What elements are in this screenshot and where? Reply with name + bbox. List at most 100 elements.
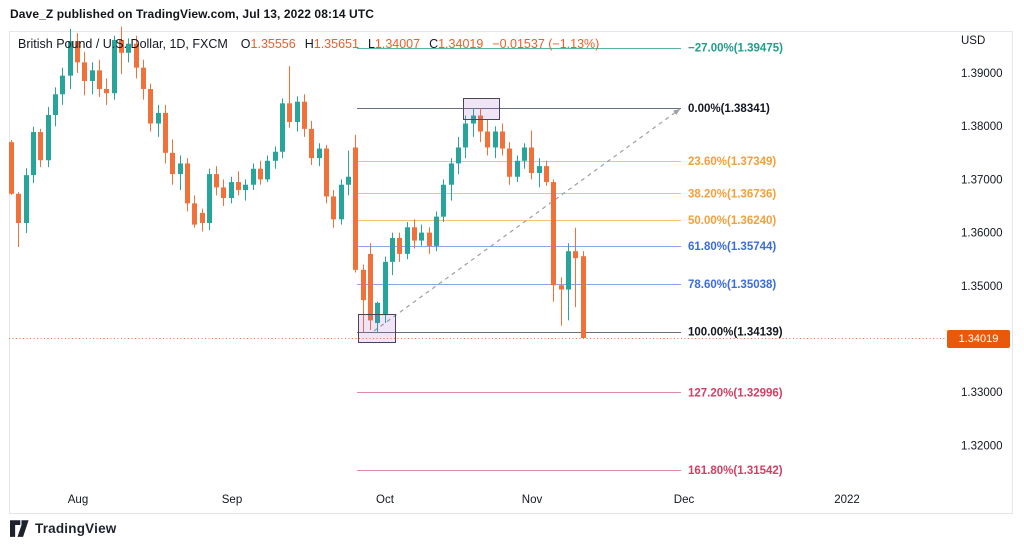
candle-body <box>200 212 205 224</box>
candle-body <box>383 261 388 316</box>
candle-body <box>178 163 183 175</box>
fib-label-23.60: 23.60%(1.37349) <box>688 156 776 168</box>
fib-label-100.00: 100.00%(1.34139) <box>688 327 783 339</box>
last-price-badge[interactable]: 1.34019 <box>947 329 1010 348</box>
candle-body <box>134 43 139 68</box>
candle-body <box>265 160 270 180</box>
fib-label-−27.00: −27.00%(1.39475) <box>688 43 783 55</box>
candle-body <box>353 147 358 270</box>
fib-label-38.20: 38.20%(1.36736) <box>688 188 776 200</box>
candle-body <box>97 70 102 89</box>
candle-body <box>251 168 256 185</box>
candle-body <box>419 232 424 241</box>
fib-label-161.80: 161.80%(1.31542) <box>688 465 783 477</box>
tradingview-logo[interactable]: TradingView <box>10 520 116 537</box>
candle-body <box>559 285 564 290</box>
time-axis-label-sep[interactable]: Sep <box>222 494 242 506</box>
time-axis-label-dec[interactable]: Dec <box>674 494 695 506</box>
tradingview-logo-text: TradingView <box>35 521 117 536</box>
candle-body <box>456 147 461 164</box>
price-tick-label[interactable]: 1.35000 <box>961 281 1003 293</box>
candle-body <box>119 40 124 53</box>
legend-high: H1.35651 <box>304 37 359 51</box>
candle-body <box>412 227 417 241</box>
candle-body <box>258 168 263 180</box>
tradingview-logo-icon <box>10 520 29 537</box>
candle-body <box>126 43 131 53</box>
price-tick-label[interactable]: 1.32000 <box>961 440 1003 452</box>
fib-label-78.60: 78.60%(1.35038) <box>688 279 776 291</box>
candle-body <box>221 187 226 199</box>
candle-body <box>346 176 351 185</box>
price-tick-label[interactable]: 1.38000 <box>961 121 1003 133</box>
candle-body <box>170 152 175 175</box>
candle-body <box>339 184 344 220</box>
candle-body <box>141 67 146 89</box>
attribution-text: Dave_Z published on TradingView.com, Jul… <box>10 7 375 21</box>
price-axis-currency-label: USD <box>961 35 986 47</box>
candle-body <box>90 70 95 81</box>
candle-body <box>368 253 373 321</box>
price-tick-label[interactable]: 1.33000 <box>961 387 1003 399</box>
time-axis-label-aug[interactable]: Aug <box>68 494 88 506</box>
candle-body <box>24 175 29 224</box>
candle-body <box>478 115 483 132</box>
candle-body <box>207 174 212 224</box>
candle-body <box>507 148 512 177</box>
price-tick-label[interactable]: 1.36000 <box>961 228 1003 240</box>
chart-border <box>9 31 1013 514</box>
candle-body <box>397 237 402 254</box>
candle-body <box>156 112 161 124</box>
candle-body <box>68 41 73 76</box>
time-axis-label-nov[interactable]: Nov <box>522 494 543 506</box>
swing-high-box[interactable] <box>463 98 500 120</box>
time-axis-label-2022[interactable]: 2022 <box>834 494 860 506</box>
candle-body <box>148 88 153 124</box>
candle-body <box>537 166 542 174</box>
candle-body <box>581 256 586 338</box>
candle-body <box>375 302 380 324</box>
candle-body <box>566 251 571 290</box>
candle-body <box>75 41 80 63</box>
legend-open: O1.35556 <box>240 37 296 51</box>
candle-body <box>324 148 329 197</box>
candle-body <box>243 184 248 191</box>
candle-body <box>229 182 234 199</box>
price-tick-label[interactable]: 1.39000 <box>961 68 1003 80</box>
candle-body <box>163 112 168 153</box>
time-axis-label-oct[interactable]: Oct <box>376 494 395 506</box>
candle-body <box>485 131 490 148</box>
candle-body <box>185 163 190 204</box>
candle-body <box>280 103 285 152</box>
candle-body <box>214 174 219 188</box>
candle-body <box>515 160 520 177</box>
candle-body <box>331 196 336 220</box>
legend-low: L1.34007 <box>367 37 421 51</box>
legend-close: C1.34019 <box>429 37 484 51</box>
candle-body <box>38 132 43 161</box>
candle-body <box>317 148 322 159</box>
candle-body <box>60 75 65 95</box>
candle-body <box>302 101 307 129</box>
candle-body <box>104 88 109 94</box>
candle-body <box>529 147 534 174</box>
candle-body <box>463 123 468 148</box>
candle-body <box>295 101 300 122</box>
legend-change: −0.01537 (−1.13%) <box>492 37 600 51</box>
candle-body <box>500 131 505 149</box>
candle-body <box>53 94 58 116</box>
candle-body <box>522 147 527 161</box>
candle-body <box>390 237 395 262</box>
swing-low-box[interactable] <box>358 314 396 343</box>
fib-label-0.00: 0.00%(1.38341) <box>688 103 770 115</box>
symbol-title[interactable]: British Pound / U.S. Dollar, 1D, FXCM <box>18 37 228 51</box>
candle-body <box>427 232 432 246</box>
candle-body <box>31 132 36 176</box>
candle-body <box>544 166 549 183</box>
price-tick-label[interactable]: 1.37000 <box>961 174 1003 186</box>
trendline[interactable] <box>373 108 681 332</box>
candle-body <box>236 182 241 191</box>
candle-body <box>573 251 578 259</box>
